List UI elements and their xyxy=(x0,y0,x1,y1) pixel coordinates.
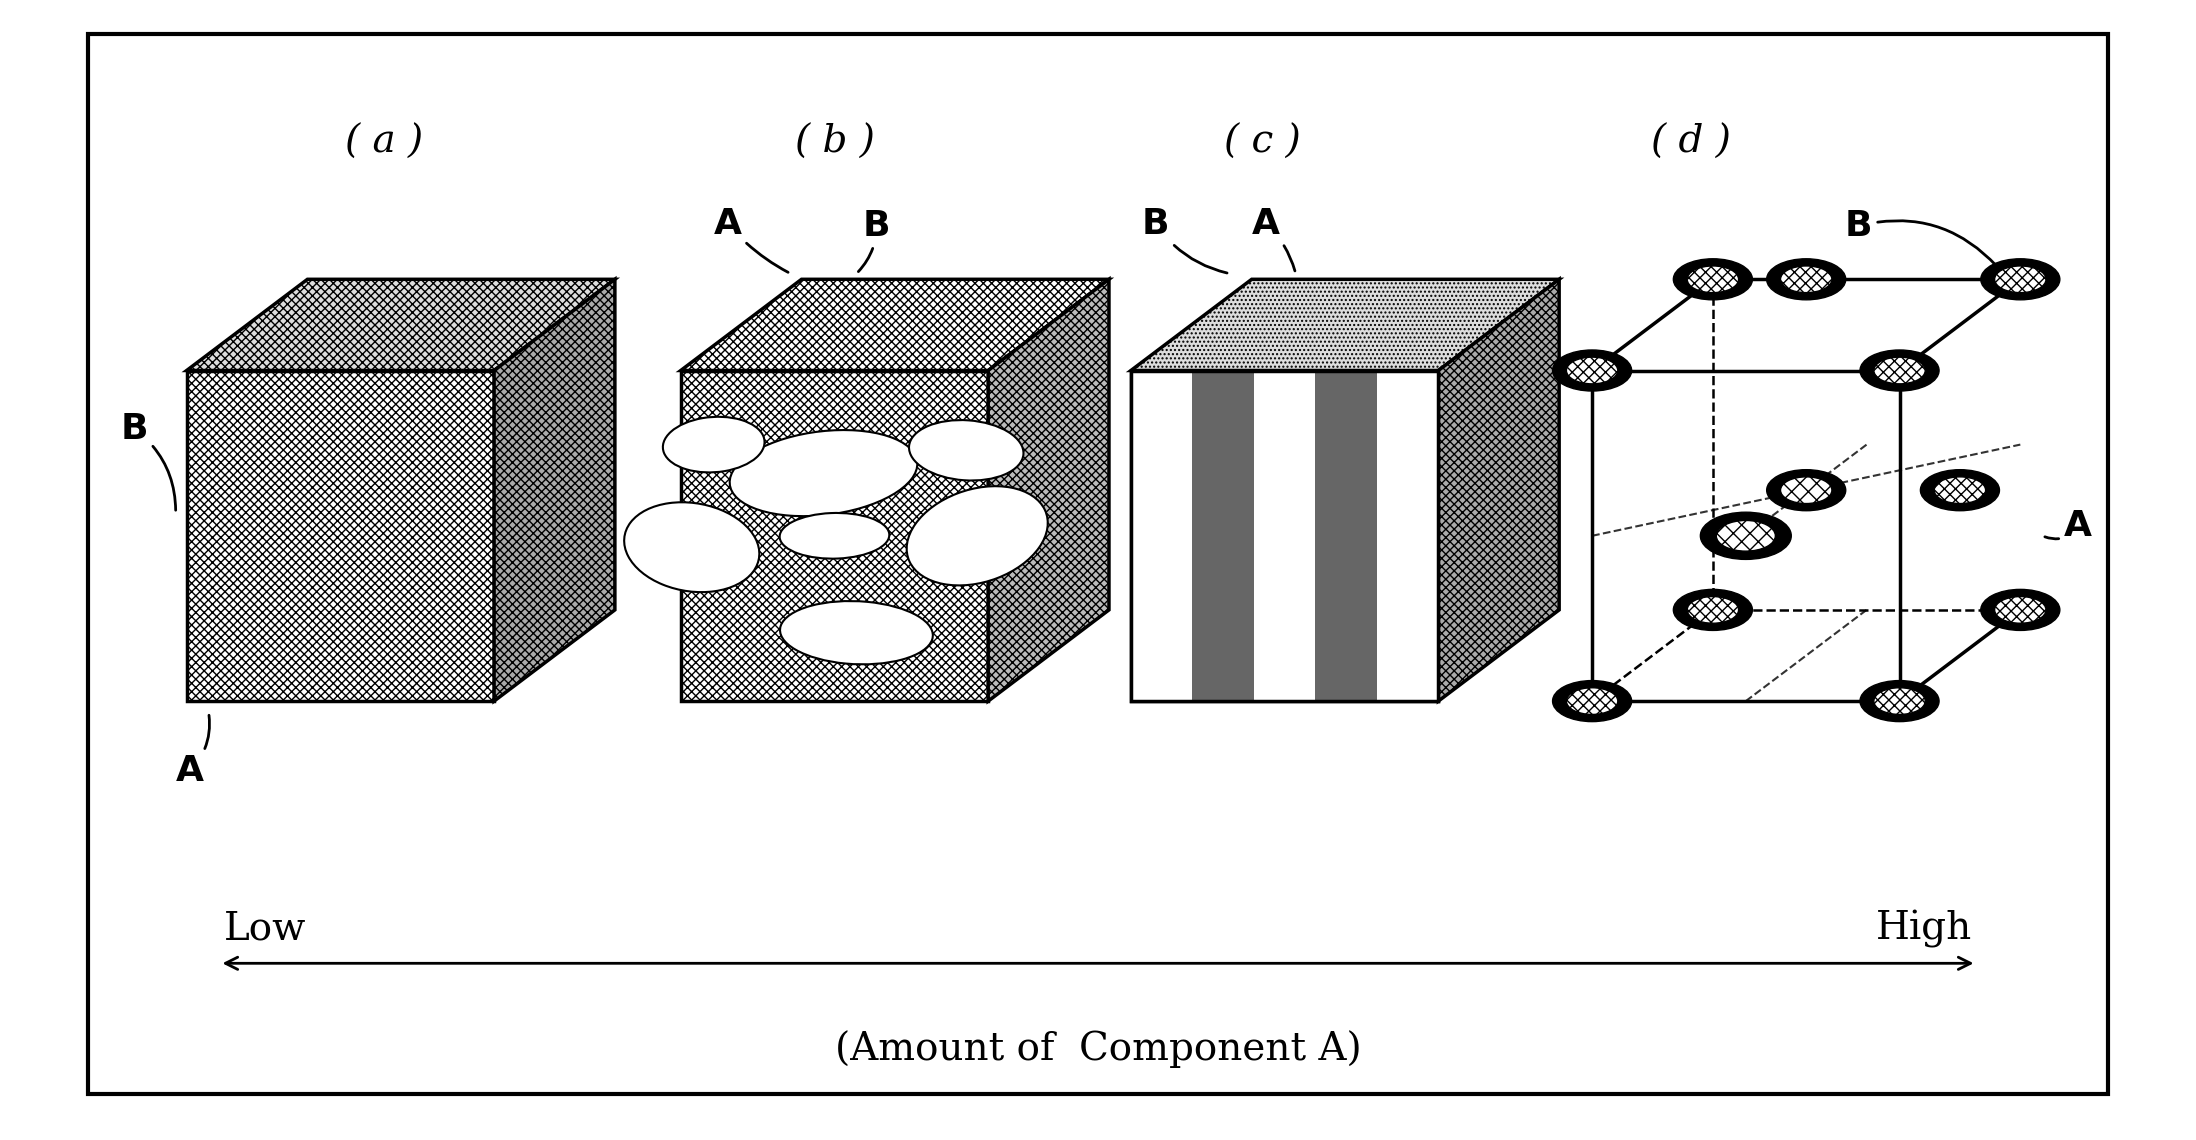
Circle shape xyxy=(1935,477,1985,504)
Polygon shape xyxy=(187,370,494,701)
Ellipse shape xyxy=(663,417,764,472)
Polygon shape xyxy=(1131,279,1559,370)
Text: B: B xyxy=(121,412,176,511)
Circle shape xyxy=(1860,350,1939,391)
Polygon shape xyxy=(681,370,988,701)
Text: A: A xyxy=(1252,206,1296,271)
Text: ( d ): ( d ) xyxy=(1651,124,1730,161)
Circle shape xyxy=(1553,350,1632,391)
Circle shape xyxy=(1781,266,1831,293)
Circle shape xyxy=(1766,470,1845,511)
Polygon shape xyxy=(187,279,615,370)
Ellipse shape xyxy=(907,486,1047,586)
Polygon shape xyxy=(681,279,1109,370)
Text: ( c ): ( c ) xyxy=(1225,124,1300,161)
Circle shape xyxy=(1566,357,1618,384)
Ellipse shape xyxy=(729,430,918,516)
Text: (Amount of  Component A): (Amount of Component A) xyxy=(834,1029,1362,1068)
Ellipse shape xyxy=(780,601,933,665)
Circle shape xyxy=(1566,687,1618,715)
Circle shape xyxy=(1981,589,2060,630)
Circle shape xyxy=(1673,259,1752,300)
Circle shape xyxy=(1717,521,1774,551)
Circle shape xyxy=(1994,266,2047,293)
Circle shape xyxy=(1687,266,1739,293)
Polygon shape xyxy=(1131,370,1438,701)
Circle shape xyxy=(1673,589,1752,630)
Polygon shape xyxy=(494,279,615,701)
Polygon shape xyxy=(1254,370,1315,701)
Circle shape xyxy=(1700,512,1792,560)
Ellipse shape xyxy=(780,513,889,559)
Circle shape xyxy=(1687,596,1739,624)
Text: ( b ): ( b ) xyxy=(795,124,874,161)
Text: A: A xyxy=(176,715,209,788)
Circle shape xyxy=(1781,477,1831,504)
Ellipse shape xyxy=(909,421,1023,480)
Polygon shape xyxy=(1131,370,1192,701)
Circle shape xyxy=(1766,259,1845,300)
Polygon shape xyxy=(1377,370,1438,701)
Polygon shape xyxy=(1192,370,1254,701)
Ellipse shape xyxy=(624,503,760,592)
Text: Low: Low xyxy=(224,911,307,947)
Circle shape xyxy=(1860,681,1939,722)
Circle shape xyxy=(1873,357,1926,384)
Text: A: A xyxy=(2044,508,2093,543)
Text: B: B xyxy=(859,209,892,271)
Text: B: B xyxy=(1845,209,1996,266)
Polygon shape xyxy=(988,279,1109,701)
Circle shape xyxy=(1981,259,2060,300)
Polygon shape xyxy=(1315,370,1377,701)
Circle shape xyxy=(1553,681,1632,722)
Text: B: B xyxy=(1142,206,1228,272)
Text: A: A xyxy=(714,206,788,272)
Text: High: High xyxy=(1875,910,1972,948)
Text: ( a ): ( a ) xyxy=(345,124,424,161)
Circle shape xyxy=(1919,470,2001,511)
Circle shape xyxy=(1994,596,2047,624)
Polygon shape xyxy=(1438,279,1559,701)
Circle shape xyxy=(1873,687,1926,715)
